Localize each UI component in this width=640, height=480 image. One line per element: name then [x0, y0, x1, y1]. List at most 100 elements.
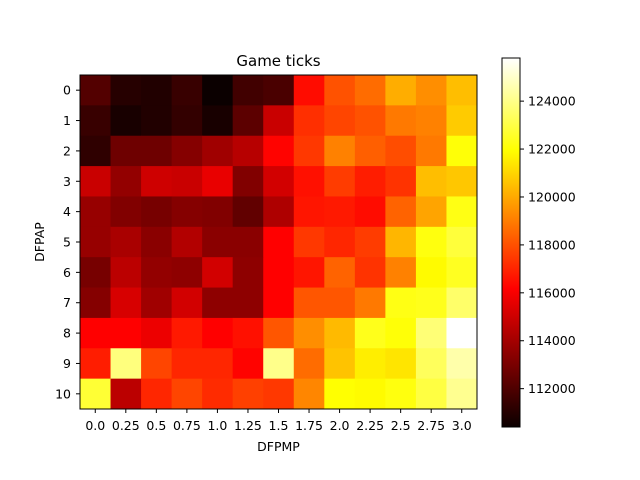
- heatmap-cell: [80, 287, 112, 319]
- heatmap-cell: [324, 105, 356, 137]
- x-tick-label: 1.0: [207, 418, 227, 433]
- heatmap-cell: [263, 105, 295, 137]
- x-tick-label: 1.5: [269, 418, 289, 433]
- heatmap-cell: [171, 287, 203, 319]
- heatmap-cell: [354, 226, 386, 258]
- heatmap-cell: [354, 135, 386, 167]
- heatmap-cell: [385, 105, 417, 137]
- heatmap-cell: [171, 226, 203, 258]
- heatmap-cell: [446, 378, 478, 410]
- x-tick-label: 2.0: [330, 418, 350, 433]
- heatmap-cell: [354, 196, 386, 228]
- heatmap-cell: [232, 257, 264, 289]
- heatmap-cell: [232, 105, 264, 137]
- colorbar: [501, 57, 521, 428]
- heatmap-cell: [446, 287, 478, 319]
- heatmap-cell: [385, 348, 417, 380]
- heatmap-cell: [171, 348, 203, 380]
- heatmap-cell: [263, 196, 295, 228]
- heatmap-cell: [324, 196, 356, 228]
- heatmap-cell: [293, 348, 325, 380]
- heatmap-cell: [202, 226, 234, 258]
- heatmap-cell: [415, 226, 447, 258]
- heatmap-cell: [110, 75, 142, 106]
- heatmap-cell: [232, 317, 264, 349]
- heatmap-cell: [171, 257, 203, 289]
- heatmap-cell: [141, 317, 173, 349]
- heatmap-cell: [415, 196, 447, 228]
- heatmap-cell: [141, 348, 173, 380]
- heatmap-cell: [110, 105, 142, 137]
- heatmap-cell: [385, 317, 417, 349]
- heatmap-cell: [415, 75, 447, 106]
- x-axis-ticks: 0.0 0.25 0.5 0.75 1.0 1.25 1.5 1.75 2.0 2.25 2.5 2.…: [85, 409, 472, 433]
- y-tick-label: 3: [63, 174, 71, 189]
- y-tick-label: 6: [63, 265, 71, 280]
- heatmap-cell: [415, 378, 447, 410]
- colorbar-tick-label: 124000: [528, 94, 576, 109]
- heatmap-cell: [324, 75, 356, 106]
- heatmap-cell: [263, 317, 295, 349]
- x-tick-label: 2.75: [417, 418, 445, 433]
- heatmap-cell: [446, 166, 478, 197]
- heatmap-cell: [446, 75, 478, 106]
- heatmap-cell: [141, 75, 173, 106]
- heatmap-cell: [141, 287, 173, 319]
- x-tick-label: 1.25: [234, 418, 262, 433]
- heatmap-cell: [80, 135, 112, 167]
- colorbar-ticks: 112000 114000 116000 118000 120000 122000 1240…: [520, 94, 576, 396]
- y-axis-ticks: 0 1 2 3 4 5 6 7 8 9 10: [55, 83, 80, 401]
- heatmap-cell: [293, 317, 325, 349]
- heatmap-cell: [385, 166, 417, 197]
- heatmap-cell: [80, 166, 112, 197]
- heatmap-cell: [232, 135, 264, 167]
- y-tick-label: 2: [63, 143, 71, 158]
- heatmap-cell: [354, 75, 386, 106]
- heatmap-cell: [415, 287, 447, 319]
- y-tick-label: 9: [63, 356, 71, 371]
- heatmap-cell: [80, 378, 112, 410]
- heatmap-cell: [415, 105, 447, 137]
- heatmap-cell: [202, 257, 234, 289]
- heatmap-cell: [354, 105, 386, 137]
- colorbar-tick-label: 120000: [528, 189, 576, 204]
- heatmap-cell: [263, 287, 295, 319]
- heatmap-cell: [293, 166, 325, 197]
- heatmap-cell: [446, 257, 478, 289]
- heatmap-cell: [110, 317, 142, 349]
- heatmap-cell: [141, 135, 173, 167]
- heatmap-cell: [263, 348, 295, 380]
- heatmap-cell: [80, 317, 112, 349]
- y-axis-label: DFPAP: [32, 222, 47, 262]
- chart-title: Game ticks: [236, 52, 320, 70]
- heatmap-cell: [446, 196, 478, 228]
- heatmap-cell: [354, 378, 386, 410]
- heatmap-cell: [354, 257, 386, 289]
- heatmap-cell: [171, 378, 203, 410]
- heatmap-cell: [293, 378, 325, 410]
- heatmap-cell: [141, 226, 173, 258]
- heatmap-cell: [415, 348, 447, 380]
- heatmap-cell: [354, 348, 386, 380]
- heatmap-cell: [446, 317, 478, 349]
- heatmap-cell: [446, 135, 478, 167]
- heatmap-cell: [232, 226, 264, 258]
- heatmap-cell: [80, 348, 112, 380]
- y-tick-label: 4: [63, 204, 71, 219]
- x-tick-label: 0.0: [85, 418, 105, 433]
- heatmap-cell: [324, 135, 356, 167]
- heatmap-cell: [110, 196, 142, 228]
- heatmap-cell: [171, 135, 203, 167]
- heatmap-cell: [263, 135, 295, 167]
- heatmap-cell: [202, 378, 234, 410]
- y-tick-label: 7: [63, 295, 71, 310]
- heatmap-cell: [354, 166, 386, 197]
- heatmap-cell: [110, 257, 142, 289]
- heatmap-cell: [110, 287, 142, 319]
- heatmap-cell: [202, 105, 234, 137]
- x-tick-label: 0.75: [173, 418, 201, 433]
- heatmap-cell: [141, 196, 173, 228]
- heatmap-cell: [202, 75, 234, 106]
- heatmap-cell: [385, 257, 417, 289]
- heatmap-cell: [171, 166, 203, 197]
